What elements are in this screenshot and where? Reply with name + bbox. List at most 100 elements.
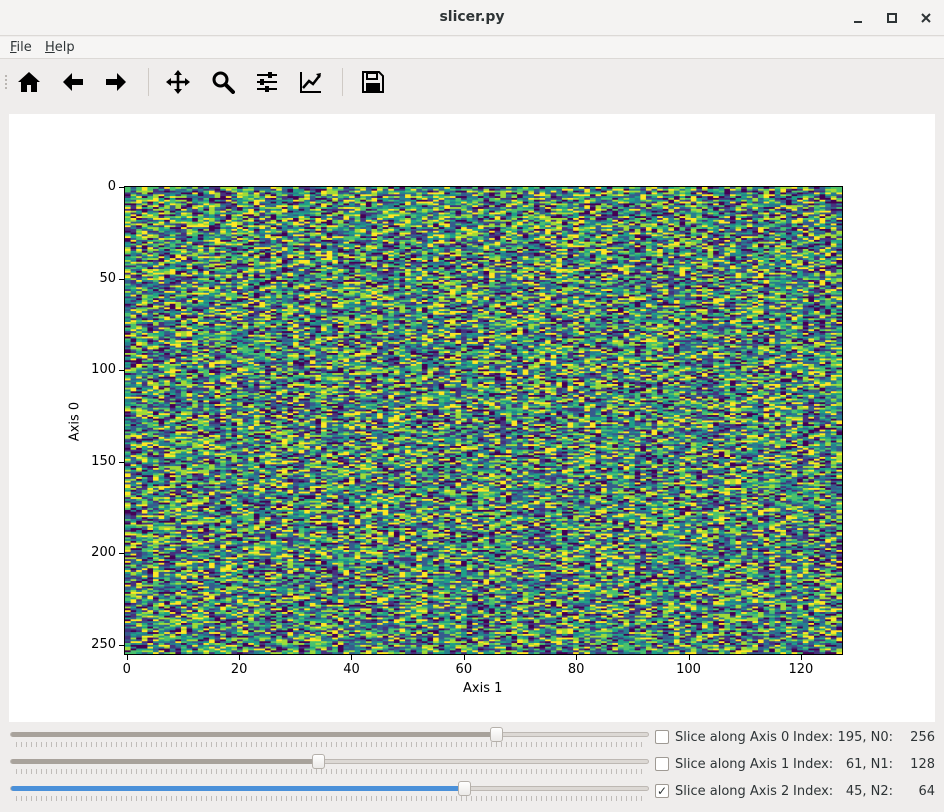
toolbar-grip[interactable] (4, 74, 8, 90)
heatmap-cell (584, 216, 591, 219)
heatmap-cell (175, 210, 182, 213)
back-button[interactable] (57, 66, 89, 98)
heatmap-cell (220, 194, 227, 197)
heatmap-cell (265, 196, 272, 199)
heatmap-cell (567, 201, 574, 204)
heatmap-cell (388, 199, 395, 202)
heatmap-cell (393, 221, 400, 224)
heatmap-cell (808, 205, 815, 208)
heatmap-cell (248, 219, 255, 223)
heatmap-cell (298, 192, 305, 195)
heatmap-cell (746, 194, 753, 197)
heatmap-cell (629, 190, 636, 193)
heatmap-cell (746, 190, 753, 193)
heatmap-cell (433, 192, 440, 195)
heatmap-cell (533, 208, 540, 212)
heatmap-cell (214, 190, 221, 193)
heatmap-cell (433, 187, 440, 190)
heatmap-cell (578, 214, 585, 217)
heatmap-cell (449, 212, 456, 215)
heatmap-cell (567, 188, 574, 192)
heatmap-cell (242, 190, 249, 193)
heatmap-cell (623, 214, 630, 217)
minimize-button[interactable] (846, 6, 870, 30)
heatmap-cell (556, 225, 563, 228)
heatmap-cell (477, 223, 484, 226)
heatmap-cell (477, 208, 484, 212)
heatmap-cell (248, 197, 255, 201)
heatmap-cell (741, 221, 748, 224)
heatmap-cell (276, 207, 283, 210)
heatmap-cell (461, 192, 468, 195)
heatmap-cell (326, 218, 333, 221)
heatmap-cell (466, 223, 473, 226)
heatmap-cell (298, 190, 305, 193)
heatmap-cell (741, 188, 748, 192)
heatmap-cell (701, 196, 708, 199)
pan-button[interactable] (162, 66, 194, 98)
zoom-button[interactable] (207, 66, 239, 98)
heatmap-cell (556, 212, 563, 215)
heatmap-cell (337, 216, 344, 219)
heatmap-cell (455, 207, 462, 210)
heatmap-cell (836, 212, 842, 215)
heatmap-cell (489, 207, 496, 210)
forward-button[interactable] (100, 66, 132, 98)
heatmap-cell (125, 199, 131, 202)
heatmap-cell (830, 208, 837, 212)
heatmap-cell (836, 225, 842, 228)
heatmap-cell (326, 197, 333, 201)
heatmap-cell (729, 225, 736, 228)
menu-file[interactable]: File (10, 39, 32, 56)
heatmap-cell (662, 210, 669, 213)
heatmap-cell (136, 187, 143, 190)
heatmap-cell (595, 187, 602, 190)
heatmap-cell (718, 196, 725, 199)
configure-subplots-button[interactable] (251, 66, 283, 98)
heatmap-cell (836, 221, 842, 224)
heatmap-cell (774, 194, 781, 197)
window-title: slicer.py (0, 9, 944, 25)
heatmap-cell (685, 219, 692, 223)
heatmap-cell (169, 192, 176, 195)
heatmap-cell (567, 197, 574, 201)
heatmap-cell (231, 227, 238, 230)
heatmap-cell (248, 205, 255, 208)
heatmap-cell (763, 187, 770, 190)
heatmap-cell (309, 216, 316, 219)
heatmap-cell (517, 208, 524, 212)
heatmap-cell (242, 188, 249, 192)
heatmap-cell (242, 218, 249, 221)
heatmap-cell (360, 201, 367, 204)
heatmap-cell (483, 219, 490, 223)
heatmap-cell (405, 207, 412, 210)
heatmap-cell (231, 196, 238, 199)
heatmap-cell (147, 218, 154, 221)
heatmap-cell (186, 227, 193, 230)
heatmap-cell (707, 216, 714, 219)
heatmap-cell (259, 188, 266, 192)
heatmap-cell (489, 187, 496, 190)
menu-help[interactable]: Help (45, 39, 75, 56)
heatmap-cell (304, 187, 311, 190)
heatmap-cell (595, 212, 602, 215)
close-button[interactable] (914, 6, 938, 30)
heatmap-cell (780, 221, 787, 224)
heatmap-cell (584, 194, 591, 197)
heatmap-cell (573, 223, 580, 226)
heatmap-cell (735, 221, 742, 224)
heatmap-cell (388, 214, 395, 217)
heatmap-cell (125, 212, 131, 215)
heatmap-plot-area[interactable] (124, 186, 843, 655)
heatmap-cell (349, 188, 356, 192)
home-button[interactable] (13, 66, 45, 98)
heatmap-cell (741, 192, 748, 195)
heatmap-cell (718, 219, 725, 223)
heatmap-cell (612, 208, 619, 212)
heatmap-cell (578, 188, 585, 192)
heatmap-cell (477, 194, 484, 197)
heatmap-cell (197, 218, 204, 221)
edit-axis-button[interactable] (295, 66, 327, 98)
maximize-button[interactable] (880, 6, 904, 30)
save-button[interactable] (357, 66, 389, 98)
